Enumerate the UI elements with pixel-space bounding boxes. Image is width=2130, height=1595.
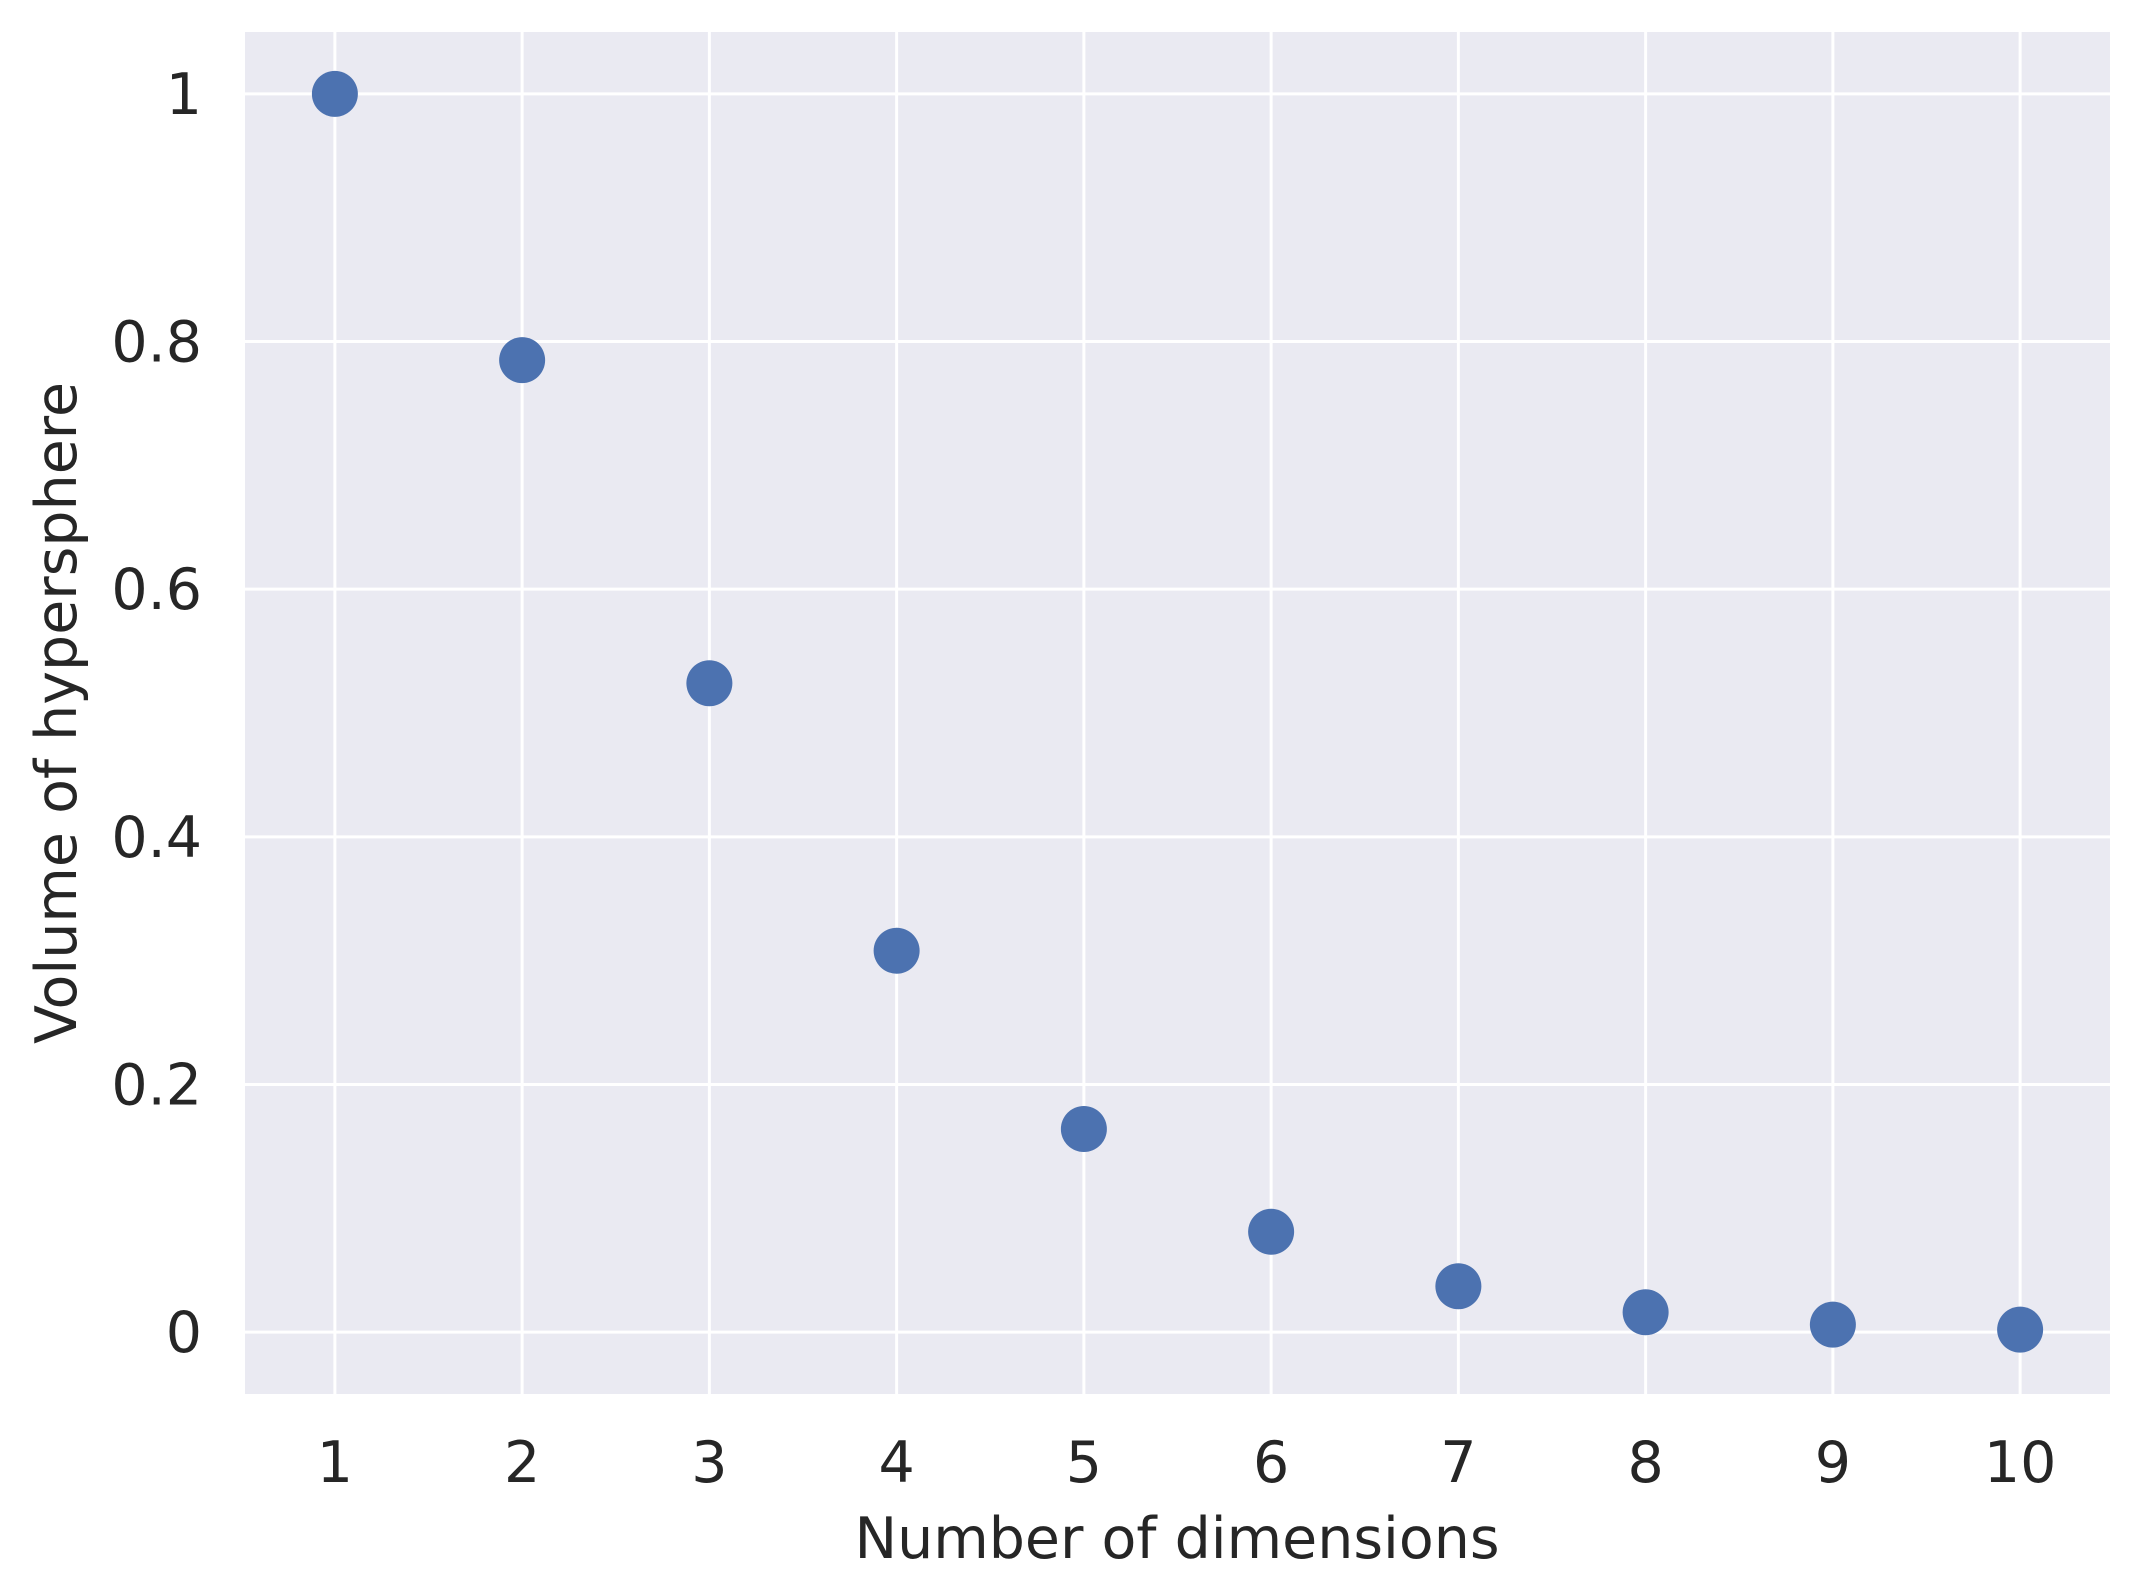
y-tick-label: 0.2	[111, 1052, 202, 1118]
y-tick-label: 0	[166, 1300, 202, 1366]
x-tick-label: 6	[1253, 1430, 1289, 1496]
x-tick-label: 5	[1066, 1430, 1102, 1496]
y-tick-label: 0.8	[111, 310, 202, 376]
x-tick-label: 9	[1815, 1430, 1851, 1496]
x-tick-label: 10	[1984, 1430, 2057, 1496]
x-tick-label: 1	[317, 1430, 353, 1496]
y-tick-labels: 0 0.2 0.4 0.6 0.8 1	[111, 62, 202, 1366]
plot-area	[245, 32, 2110, 1394]
x-axis-label: Number of dimensions	[854, 1506, 1499, 1572]
data-point	[1248, 1208, 1295, 1255]
y-tick-label: 0.4	[111, 805, 202, 871]
x-tick-label: 4	[878, 1430, 914, 1496]
x-tick-label: 8	[1627, 1430, 1663, 1496]
data-point	[499, 337, 546, 384]
y-tick-label: 0.6	[111, 557, 202, 623]
data-point	[1435, 1263, 1482, 1310]
data-point	[1809, 1301, 1856, 1348]
x-tick-label: 3	[691, 1430, 727, 1496]
x-gridlines	[333, 32, 2022, 1394]
data-point	[873, 927, 920, 974]
y-gridlines	[245, 92, 2110, 1334]
data-point	[1622, 1289, 1669, 1336]
y-axis-label: Volume of hypersphere	[24, 382, 90, 1044]
x-tick-label: 7	[1440, 1430, 1476, 1496]
data-point	[686, 660, 733, 707]
data-point	[1997, 1306, 2044, 1353]
data-point	[311, 70, 358, 117]
y-tick-label: 1	[166, 62, 202, 128]
data-point	[1060, 1106, 1107, 1153]
x-tick-label: 2	[504, 1430, 540, 1496]
data-points	[311, 70, 2044, 1353]
x-tick-labels: 1 2 3 4 5 6 7 8 9 10	[317, 1430, 2057, 1496]
